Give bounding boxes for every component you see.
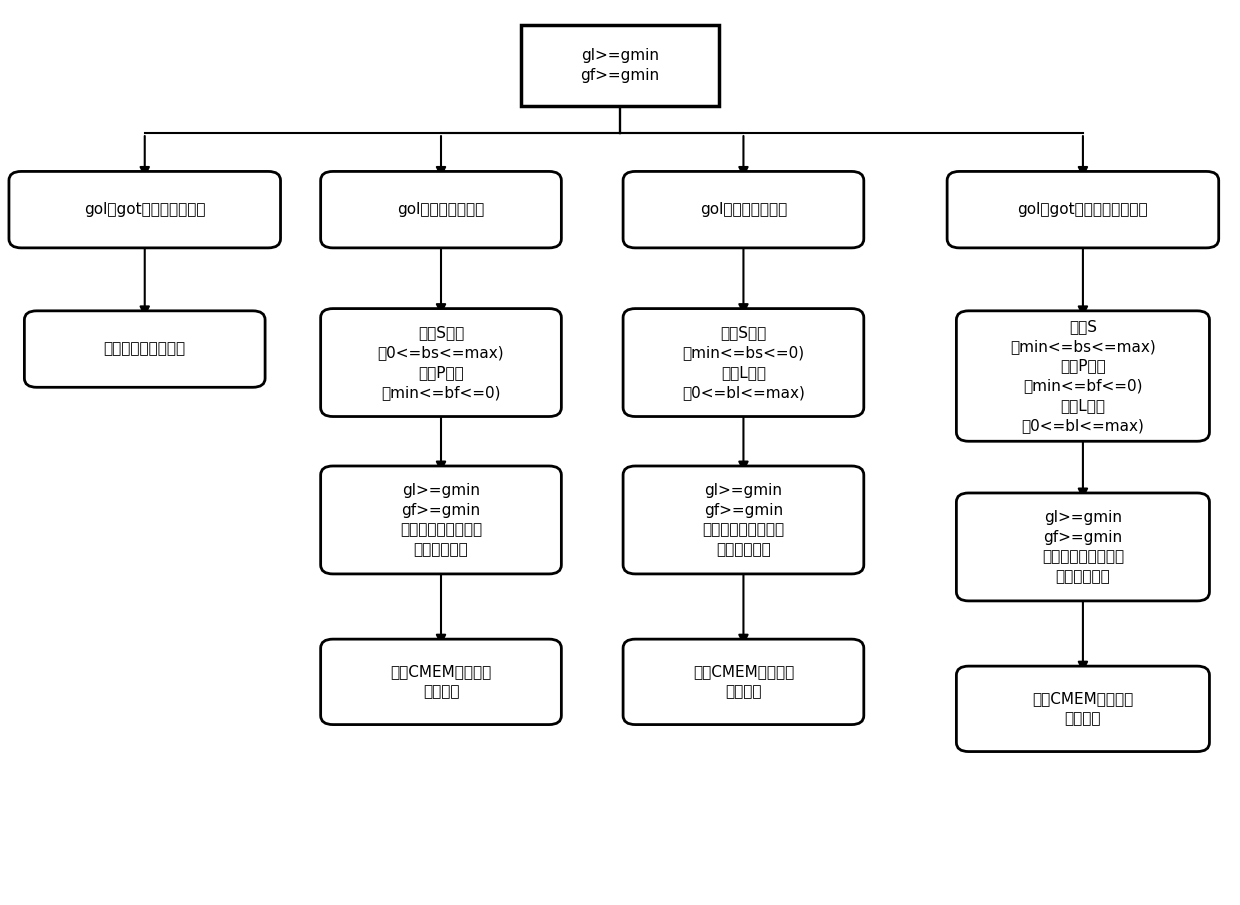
Text: 代入CMEM模型中求
得最优解: 代入CMEM模型中求 得最优解 [693,664,794,700]
FancyBboxPatch shape [321,466,562,574]
Text: 车辆S加速
（0<=bs<=max)
车辆P减速
（min<=bf<=0): 车辆S加速 （0<=bs<=max) 车辆P减速 （min<=bf<=0) [378,326,505,400]
FancyBboxPatch shape [622,309,864,416]
Text: gol不满足安全间距: gol不满足安全间距 [397,202,485,217]
Text: 车辆S减速
（min<=bs<=0)
车辆L加速
（0<=bl<=max): 车辆S减速 （min<=bs<=0) 车辆L加速 （0<=bl<=max) [682,326,805,400]
FancyBboxPatch shape [956,310,1209,442]
FancyBboxPatch shape [321,171,562,248]
Text: gl>=gmin
gf>=gmin
选出符合安全间距条
件的所有解集: gl>=gmin gf>=gmin 选出符合安全间距条 件的所有解集 [401,482,482,557]
Text: gol和got均不满足安全间距: gol和got均不满足安全间距 [1018,202,1148,217]
Text: gl>=gmin
gf>=gmin
选出符合安全间距条
件的所有解集: gl>=gmin gf>=gmin 选出符合安全间距条 件的所有解集 [702,482,785,557]
FancyBboxPatch shape [321,639,562,725]
Text: 代入CMEM模型中求
得最优解: 代入CMEM模型中求 得最优解 [1032,691,1133,726]
FancyBboxPatch shape [947,171,1219,248]
FancyBboxPatch shape [321,309,562,416]
Text: 代入CMEM模型中求
得最优解: 代入CMEM模型中求 得最优解 [391,664,491,700]
FancyBboxPatch shape [622,171,864,248]
Text: 可直接匀速完成变道: 可直接匀速完成变道 [104,341,186,357]
FancyBboxPatch shape [956,493,1209,601]
Text: gol和got均满足安全间距: gol和got均满足安全间距 [84,202,206,217]
FancyBboxPatch shape [9,171,280,248]
Text: gol不满足安全间距: gol不满足安全间距 [699,202,787,217]
FancyBboxPatch shape [956,666,1209,751]
Text: 车辆S
（min<=bs<=max)
车辆P减速
（min<=bf<=0)
车辆L加速
（0<=bl<=max): 车辆S （min<=bs<=max) 车辆P减速 （min<=bf<=0) 车辆… [1011,319,1156,433]
FancyBboxPatch shape [622,466,864,574]
Text: gl>=gmin
gf>=gmin
选出符合安全间距条
件的所有解集: gl>=gmin gf>=gmin 选出符合安全间距条 件的所有解集 [1042,510,1123,584]
FancyBboxPatch shape [25,310,265,387]
FancyBboxPatch shape [622,639,864,725]
Text: gl>=gmin
gf>=gmin: gl>=gmin gf>=gmin [580,48,660,83]
FancyBboxPatch shape [521,25,719,106]
